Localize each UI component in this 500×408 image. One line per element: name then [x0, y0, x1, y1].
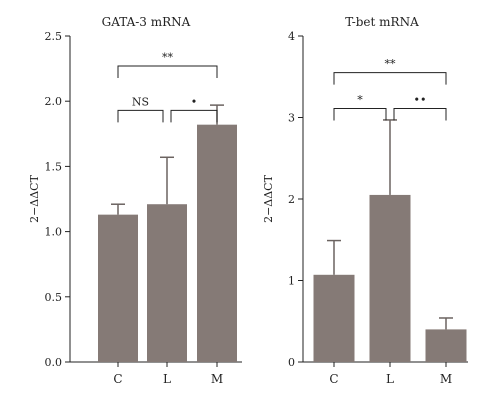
significance-bracket: [117, 109, 164, 123]
y-tick-label: 0.5: [45, 291, 63, 304]
y-tick-label: 1: [288, 275, 295, 288]
significance-bracket: [333, 72, 447, 85]
bar: [313, 274, 355, 362]
y-axis-label: 2−ΔΔCT: [28, 174, 41, 223]
significance-label: **: [162, 51, 174, 64]
y-tick-label: 3: [288, 112, 295, 125]
x-tick-label: C: [329, 372, 338, 386]
chart-title: GATA-3 mRNA: [102, 15, 191, 29]
significance-label: **: [385, 58, 397, 71]
bar: [369, 194, 411, 362]
bar: [197, 124, 237, 362]
y-axis-label: 2−ΔΔCT: [262, 174, 275, 223]
y-tick-label: 0.0: [45, 356, 63, 369]
y-tick-label: 2: [288, 193, 295, 206]
tbet-panel: T-bet mRNA 2−ΔΔCT 0 1 2 3 4 C L M * •• **: [262, 15, 468, 386]
significance-label: ••: [414, 94, 427, 107]
significance-bracket: [117, 65, 218, 78]
y-tick-label: 1.0: [45, 226, 63, 239]
y-tick-label: 4: [288, 30, 295, 43]
significance-label: •: [191, 95, 198, 108]
x-tick-label: L: [386, 372, 394, 386]
significance-label: NS: [132, 95, 149, 108]
significance-bracket: [333, 108, 387, 121]
significance-label: *: [357, 94, 363, 107]
significance-bracket: [170, 109, 218, 123]
y-tick-label: 2.0: [45, 95, 63, 108]
y-tick-label: 0: [288, 356, 295, 369]
bar: [98, 214, 138, 362]
bar: [425, 329, 467, 362]
x-tick-label: L: [163, 372, 171, 386]
bar: [147, 204, 187, 362]
x-tick-label: M: [440, 372, 452, 386]
significance-bracket: [393, 108, 447, 121]
y-tick-label: 1.5: [45, 160, 63, 173]
gata3-panel: GATA-3 mRNA 2−ΔΔCT 0.0 0.5 1.0 1.5 2.0 2.5 C L M NS…: [28, 15, 242, 386]
x-tick-label: C: [113, 372, 122, 386]
chart-title: T-bet mRNA: [345, 15, 419, 29]
y-tick-label: 2.5: [45, 30, 63, 43]
x-tick-label: M: [211, 372, 223, 386]
